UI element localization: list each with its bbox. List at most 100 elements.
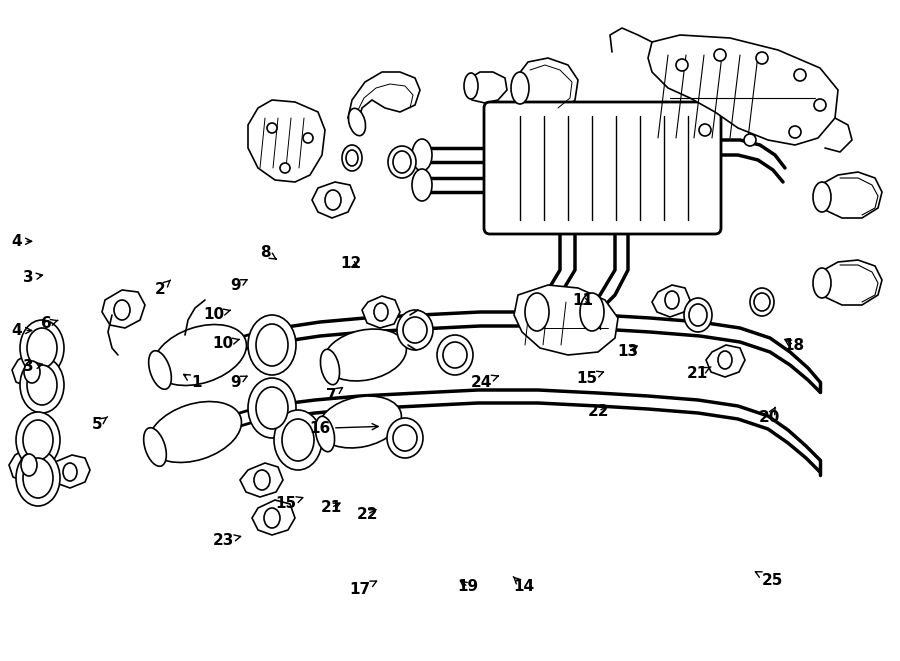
Ellipse shape — [393, 151, 411, 173]
Text: 9: 9 — [230, 278, 248, 293]
Text: 21: 21 — [320, 500, 342, 515]
Ellipse shape — [315, 416, 335, 451]
Ellipse shape — [813, 268, 831, 298]
Ellipse shape — [374, 303, 388, 321]
Ellipse shape — [676, 59, 688, 71]
Ellipse shape — [714, 49, 726, 61]
Ellipse shape — [342, 145, 362, 171]
Text: 22: 22 — [588, 404, 609, 418]
Ellipse shape — [525, 293, 549, 331]
Text: 7: 7 — [326, 387, 343, 403]
Ellipse shape — [744, 134, 756, 146]
Ellipse shape — [16, 412, 60, 468]
Ellipse shape — [756, 52, 768, 64]
Ellipse shape — [393, 425, 417, 451]
Ellipse shape — [27, 365, 57, 405]
Polygon shape — [818, 172, 882, 218]
Text: 16: 16 — [309, 421, 378, 436]
Ellipse shape — [20, 357, 64, 413]
Text: 13: 13 — [617, 344, 639, 359]
Polygon shape — [514, 285, 618, 355]
Ellipse shape — [443, 342, 467, 368]
Text: 17: 17 — [349, 581, 377, 597]
Ellipse shape — [814, 99, 826, 111]
Ellipse shape — [464, 73, 478, 99]
Ellipse shape — [27, 328, 57, 368]
Text: 20: 20 — [759, 407, 780, 425]
Ellipse shape — [813, 182, 831, 212]
Ellipse shape — [148, 351, 171, 389]
Ellipse shape — [264, 508, 280, 528]
Ellipse shape — [320, 349, 339, 385]
Polygon shape — [466, 72, 507, 103]
Ellipse shape — [412, 169, 432, 201]
Ellipse shape — [387, 418, 423, 458]
Polygon shape — [252, 500, 295, 535]
Ellipse shape — [789, 126, 801, 138]
Text: 23: 23 — [212, 533, 240, 548]
Polygon shape — [348, 72, 420, 132]
Ellipse shape — [303, 133, 313, 143]
Ellipse shape — [665, 291, 679, 309]
Ellipse shape — [699, 124, 711, 136]
Ellipse shape — [267, 123, 277, 133]
Ellipse shape — [274, 410, 322, 470]
Polygon shape — [515, 58, 578, 115]
Text: 4: 4 — [11, 234, 32, 249]
Ellipse shape — [144, 428, 166, 466]
Ellipse shape — [511, 72, 529, 104]
Text: 24: 24 — [471, 375, 499, 389]
Polygon shape — [102, 290, 145, 328]
Ellipse shape — [280, 163, 290, 173]
Ellipse shape — [148, 401, 241, 463]
Ellipse shape — [248, 378, 296, 438]
Ellipse shape — [403, 317, 427, 343]
Text: 22: 22 — [356, 507, 378, 522]
Ellipse shape — [580, 293, 604, 331]
Ellipse shape — [718, 351, 732, 369]
Text: 5: 5 — [92, 417, 107, 432]
Ellipse shape — [348, 108, 365, 136]
Ellipse shape — [63, 463, 77, 481]
Polygon shape — [50, 455, 90, 488]
Text: 4: 4 — [11, 323, 32, 338]
Text: 25: 25 — [755, 572, 783, 588]
Ellipse shape — [794, 69, 806, 81]
Ellipse shape — [388, 146, 416, 178]
Text: 15: 15 — [275, 496, 303, 511]
Ellipse shape — [750, 288, 774, 316]
Ellipse shape — [23, 458, 53, 498]
Ellipse shape — [397, 310, 433, 350]
Text: 11: 11 — [572, 293, 594, 308]
Text: 15: 15 — [576, 371, 604, 385]
Ellipse shape — [754, 293, 770, 311]
Polygon shape — [240, 463, 283, 497]
Polygon shape — [818, 260, 882, 305]
Polygon shape — [312, 182, 355, 218]
Ellipse shape — [324, 329, 407, 381]
Polygon shape — [12, 352, 50, 388]
Text: 2: 2 — [155, 280, 170, 297]
Ellipse shape — [437, 335, 473, 375]
Polygon shape — [652, 285, 690, 317]
Ellipse shape — [325, 190, 341, 210]
Ellipse shape — [684, 298, 712, 332]
Ellipse shape — [346, 150, 358, 166]
Text: 8: 8 — [260, 245, 276, 260]
Ellipse shape — [16, 450, 60, 506]
FancyBboxPatch shape — [484, 102, 721, 234]
Ellipse shape — [689, 304, 707, 326]
Ellipse shape — [248, 315, 296, 375]
Ellipse shape — [319, 396, 401, 448]
Ellipse shape — [154, 325, 247, 385]
Text: 3: 3 — [23, 270, 42, 285]
Polygon shape — [706, 345, 745, 377]
Ellipse shape — [21, 454, 37, 476]
Ellipse shape — [412, 139, 432, 171]
Ellipse shape — [282, 419, 314, 461]
Text: 9: 9 — [230, 375, 248, 389]
Ellipse shape — [20, 320, 64, 376]
Text: 12: 12 — [340, 256, 362, 270]
Ellipse shape — [256, 387, 288, 429]
Text: 1: 1 — [184, 374, 202, 389]
